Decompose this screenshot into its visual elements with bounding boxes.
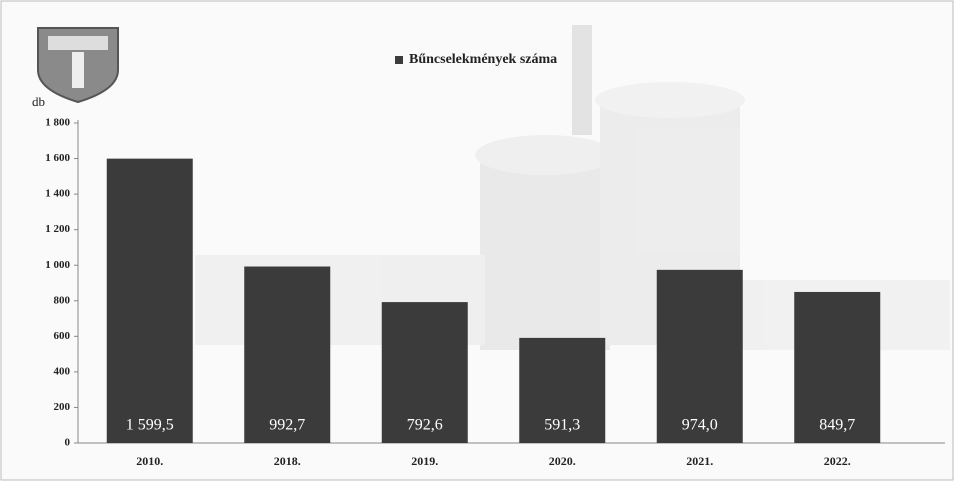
value-label: 1 599,5 [126,417,174,434]
x-tick-label: 2022. [824,454,851,468]
legend-marker [395,56,403,64]
value-label: 849,7 [819,417,855,434]
y-tick-label: 600 [54,330,71,342]
logo [37,27,119,104]
y-tick-label: 1 400 [45,188,70,200]
y-tick-label: 200 [54,401,71,413]
bar [244,266,331,443]
bar [794,291,881,443]
y-tick-label: 800 [54,294,71,306]
bar [656,269,743,443]
y-tick-label: 400 [54,365,71,377]
y-tick-label: 1 600 [45,152,70,164]
x-tick-label: 2021. [686,454,713,468]
bar [106,158,193,443]
x-tick-label: 2020. [549,454,576,468]
background-building [195,25,950,350]
bar [519,337,606,443]
bar [381,302,468,443]
x-tick-label: 2010. [136,454,163,468]
x-tick-label: 2019. [411,454,438,468]
legend-label: Bűncselekmények száma [409,52,557,67]
x-tick-label: 2018. [274,454,301,468]
value-label: 591,3 [544,417,580,434]
y-tick-label: 1 800 [45,117,70,129]
value-label: 974,0 [682,417,718,434]
value-label: 792,6 [407,417,443,434]
y-tick-label: 0 [65,437,71,449]
y-axis-label: db [32,94,45,109]
y-tick-label: 1 200 [45,223,70,235]
value-label: 992,7 [269,417,305,434]
y-tick-label: 1 000 [45,259,70,271]
